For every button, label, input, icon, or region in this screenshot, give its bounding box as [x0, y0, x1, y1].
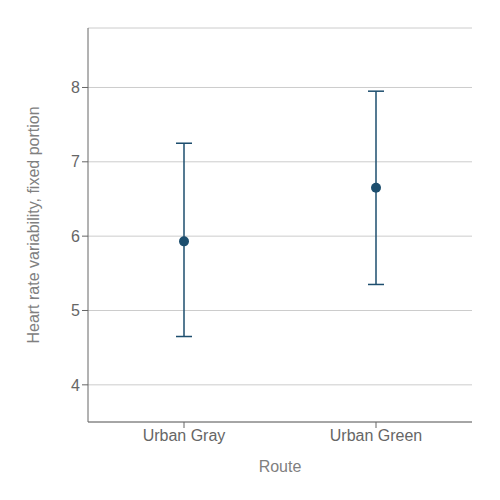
svg-text:Heart rate variability, fixed: Heart rate variability, fixed portion — [25, 106, 42, 343]
svg-text:4: 4 — [71, 377, 80, 394]
svg-text:Urban Green: Urban Green — [330, 427, 423, 444]
svg-text:Urban Gray: Urban Gray — [143, 427, 226, 444]
svg-text:8: 8 — [71, 79, 80, 96]
svg-text:7: 7 — [71, 153, 80, 170]
svg-text:Route: Route — [259, 458, 302, 475]
svg-text:5: 5 — [71, 302, 80, 319]
svg-text:6: 6 — [71, 228, 80, 245]
